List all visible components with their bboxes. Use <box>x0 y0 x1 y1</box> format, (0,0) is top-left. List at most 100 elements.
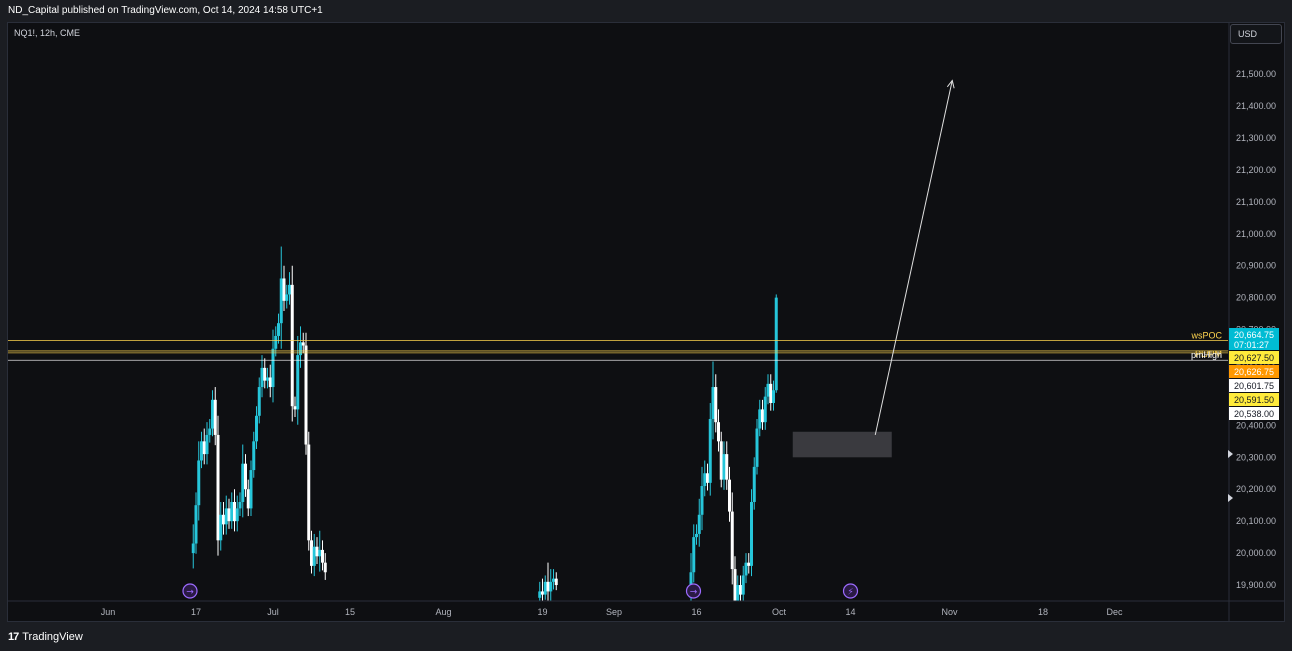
candle-body <box>266 377 269 381</box>
candle-body <box>205 434 209 455</box>
candle-body <box>538 591 542 598</box>
event-icon[interactable]: → <box>685 583 702 599</box>
publish-info: ND_Capital published on TradingView.com,… <box>8 5 323 16</box>
candle-body <box>290 284 294 407</box>
candle-body <box>554 578 558 586</box>
price-tag: 20,601.75 <box>1229 379 1279 392</box>
candle-body <box>318 549 322 557</box>
demand-zone <box>792 431 892 458</box>
candle-body <box>543 581 547 595</box>
axis-marker-icon <box>1228 450 1233 458</box>
candle-body <box>252 441 256 471</box>
candle-body <box>755 428 759 467</box>
candle-body <box>282 278 286 301</box>
candle-body <box>230 502 234 522</box>
candle-body <box>246 489 250 509</box>
candle-body <box>733 569 737 601</box>
candle-body <box>304 345 308 445</box>
plot-area <box>8 79 1228 601</box>
candle-body <box>725 454 729 480</box>
candle-body <box>323 562 327 573</box>
y-tick-label: 20,800.00 <box>1236 293 1276 303</box>
candle-body <box>197 460 201 506</box>
x-tick-label: Jul <box>267 607 279 617</box>
candle-body <box>307 444 311 541</box>
candle-body <box>711 387 715 419</box>
candle-body <box>766 383 770 397</box>
candle-body <box>233 502 236 522</box>
candle-body <box>293 406 297 410</box>
candle-body <box>208 428 212 435</box>
candle-body <box>312 546 316 566</box>
candle-body <box>763 396 767 423</box>
countdown-label: 07:01:27 <box>1234 340 1269 350</box>
price-tag-label: 20,627.50 <box>1234 353 1274 363</box>
candle-body <box>255 415 258 442</box>
candle-body <box>695 533 698 538</box>
candle-body <box>321 549 324 563</box>
candle-body <box>257 387 261 416</box>
candle-body <box>235 508 239 522</box>
candle-body <box>263 367 267 381</box>
candle-body <box>758 409 762 429</box>
event-icon[interactable]: → <box>182 583 198 599</box>
svg-text:→: → <box>186 588 194 598</box>
x-tick-label: Jun <box>101 607 116 617</box>
candle-body <box>315 546 319 557</box>
currency-selector[interactable]: USD <box>1230 24 1282 44</box>
axis-marker-icon <box>1228 494 1233 502</box>
candle-body <box>211 399 214 429</box>
candle-body <box>277 323 280 336</box>
candle-body <box>546 581 550 592</box>
candle-body <box>697 514 701 534</box>
candle-body <box>719 441 723 480</box>
candle-body <box>260 367 264 388</box>
candle-body <box>552 578 555 582</box>
candle-body <box>213 399 217 435</box>
candle-body <box>310 540 313 566</box>
svg-text:→: → <box>690 588 698 598</box>
x-tick-label: Aug <box>435 607 451 617</box>
y-tick-label: 20,200.00 <box>1236 484 1276 494</box>
price-tag: 20,627.50 <box>1229 351 1279 364</box>
tradingview-logo-icon: 17 <box>8 631 19 643</box>
candle-body <box>224 508 228 525</box>
candle-body <box>774 297 778 391</box>
candle-body <box>703 473 707 487</box>
candle-body <box>274 335 278 349</box>
candle-body <box>219 514 223 541</box>
level-label: pmHigh <box>1191 350 1222 360</box>
candle-body <box>700 486 704 515</box>
level-label: wsPOC <box>1190 330 1222 340</box>
price-tag-bg <box>1229 328 1279 350</box>
price-tag-label: 20,538.00 <box>1234 409 1274 419</box>
price-tag-bg <box>1229 365 1279 378</box>
y-tick-label: 20,300.00 <box>1236 452 1276 462</box>
x-tick-label: 18 <box>1038 607 1048 617</box>
price-tag-label: 20,591.50 <box>1234 395 1274 405</box>
price-tag-bg <box>1229 407 1279 420</box>
candle-body <box>706 473 709 483</box>
candle-body <box>728 479 731 512</box>
y-tick-label: 21,000.00 <box>1236 229 1276 239</box>
price-tag: 20,626.75 <box>1229 365 1279 378</box>
candle-body <box>288 284 291 295</box>
candle-body <box>216 434 220 541</box>
x-tick-label: Nov <box>941 607 958 617</box>
candle-body <box>227 508 231 522</box>
y-tick-label: 20,000.00 <box>1236 548 1276 558</box>
price-tag-bg <box>1229 379 1279 392</box>
x-tick-label: Sep <box>606 607 622 617</box>
candle-body <box>249 470 253 509</box>
y-tick-label: 21,200.00 <box>1236 165 1276 175</box>
candle-body <box>747 562 751 566</box>
symbol-info: NQ1!, 12h, CME <box>14 28 81 38</box>
footer-brand[interactable]: 17 TradingView <box>8 629 83 645</box>
candle-body <box>200 441 203 461</box>
candle-body <box>761 409 764 423</box>
candle-body <box>271 348 275 388</box>
y-tick-label: 21,500.00 <box>1236 69 1276 79</box>
earnings-event-icon[interactable]: ⚡ <box>842 583 859 599</box>
